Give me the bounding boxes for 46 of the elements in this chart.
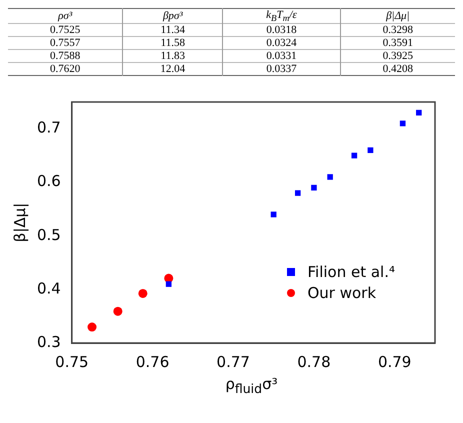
text: 0.3925 xyxy=(340,50,455,63)
text: 0.7525 xyxy=(49,24,82,37)
point xyxy=(270,212,276,218)
point xyxy=(138,289,148,298)
point xyxy=(327,174,333,180)
x-tick-label: 0.76 xyxy=(136,353,170,372)
text: β|Δμ| xyxy=(340,8,455,24)
text: 0.0324 xyxy=(222,36,340,50)
text: 0.7620 xyxy=(49,62,82,76)
legend-label: Filion et al.⁴ xyxy=(307,263,395,282)
y-tick-label: 0.4 xyxy=(36,280,61,298)
point xyxy=(113,307,122,316)
text: 0.4208 xyxy=(340,62,455,76)
text: 12.04 xyxy=(122,62,223,76)
text: 0.0331 xyxy=(222,50,340,63)
text: 0.0337 xyxy=(222,62,340,76)
point xyxy=(416,110,422,116)
text: 0.7588 xyxy=(49,50,82,63)
y-tick-label: 0.3 xyxy=(36,333,61,352)
text: βpσ³ xyxy=(122,8,223,24)
legend-label: Our work xyxy=(307,284,376,302)
point xyxy=(88,322,97,332)
x-tick-label: 0.77 xyxy=(216,353,250,372)
text: k$_{B}$T$_{m}$/ε xyxy=(222,8,340,24)
point xyxy=(294,190,301,196)
x-axis-title: ρ$_{fluid}$σ³ xyxy=(224,375,279,396)
x-tick-label: 0.75 xyxy=(55,353,89,372)
point xyxy=(368,148,374,154)
text: 0.7557 xyxy=(49,36,82,50)
point xyxy=(351,152,358,159)
text: 11.34 xyxy=(122,24,223,37)
text: 11.83 xyxy=(122,50,223,63)
text: 0.3298 xyxy=(340,24,455,37)
point xyxy=(166,281,172,288)
text: ρσ³ xyxy=(56,9,74,24)
text: 0.3591 xyxy=(340,36,455,50)
x-tick-label: 0.79 xyxy=(378,353,412,372)
y-tick-label: 0.7 xyxy=(36,118,61,137)
text: 0.0318 xyxy=(222,24,340,37)
x-tick-label: 0.78 xyxy=(297,353,331,372)
y-tick-label: 0.6 xyxy=(36,172,61,190)
point xyxy=(400,120,406,126)
y-axis-title: β|Δμ| xyxy=(10,202,29,242)
text: 11.58 xyxy=(122,36,223,50)
point xyxy=(311,185,317,191)
y-tick-label: 0.5 xyxy=(36,226,61,244)
